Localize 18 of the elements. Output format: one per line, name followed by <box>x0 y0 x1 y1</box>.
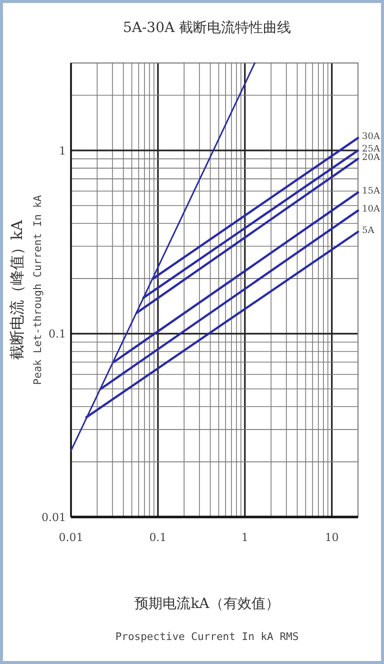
text: Prospective Current In kA RMS <box>115 631 299 643</box>
series-label: 25A <box>362 144 380 154</box>
x-axis-title: 预期电流kA（有效值） <box>134 596 280 612</box>
series-label: 20A <box>362 152 380 163</box>
y-tick-label: 1 <box>59 144 66 158</box>
x-tick-label: 1 <box>241 531 248 544</box>
chart-title: 5A-30A 截断电流特性曲线 <box>122 20 292 36</box>
x-tick-label: 0.1 <box>149 531 167 544</box>
x-tick-label: 0.01 <box>58 531 84 544</box>
y-axis-title: 截断电流（峰值）kA <box>8 220 26 360</box>
series-label: 5A <box>362 226 375 236</box>
text: Peak Let-through Current In kA <box>32 194 44 385</box>
series-label: 30A <box>362 132 380 142</box>
series-label: 10A <box>362 204 380 215</box>
x-tick-label: 10 <box>324 531 339 544</box>
series-label: 15A <box>362 186 380 196</box>
y-tick-label: 0.01 <box>42 511 66 524</box>
y-tick-label: 0.1 <box>48 328 66 341</box>
